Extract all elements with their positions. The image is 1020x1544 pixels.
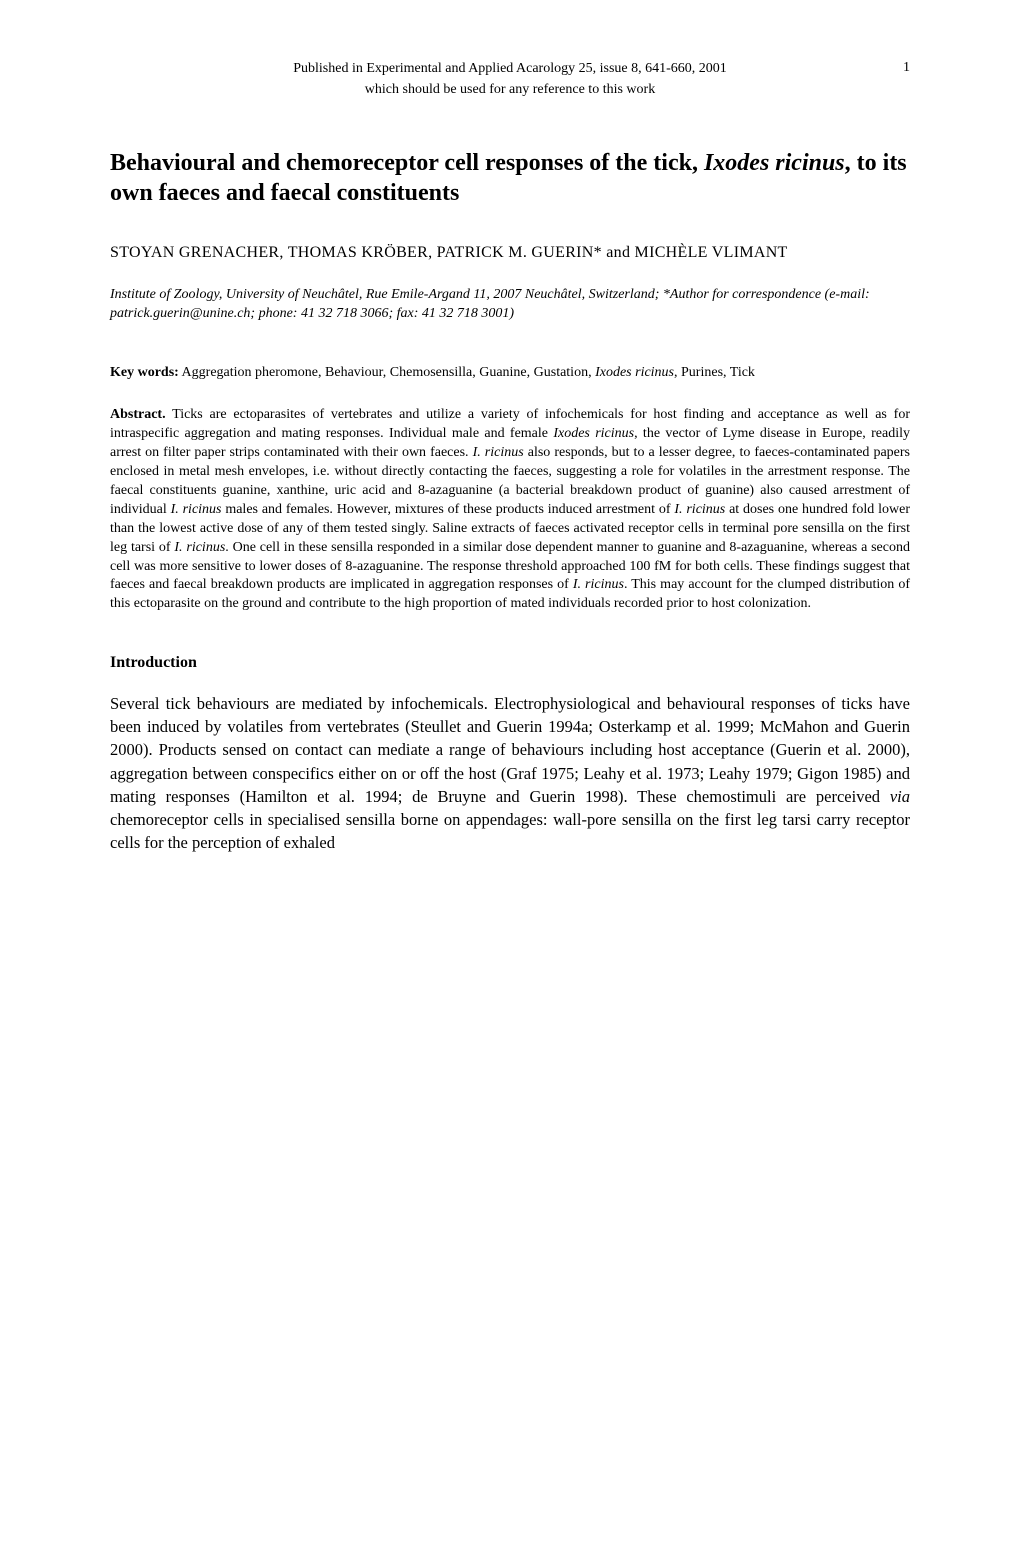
abstract-it6: I. ricinus (573, 577, 624, 592)
body-it1: via (890, 787, 910, 806)
keywords-pre: Aggregation pheromone, Behaviour, Chemos… (179, 365, 595, 380)
abstract-seg4: males and females. However, mixtures of … (222, 502, 675, 517)
keywords-block: Key words: Aggregation pheromone, Behavi… (110, 364, 910, 383)
body-paragraph-1: Several tick behaviours are mediated by … (110, 692, 910, 854)
abstract-it4: I. ricinus (674, 502, 725, 517)
keywords-label: Key words: (110, 365, 179, 380)
keywords-italic: Ixodes ricinus (595, 365, 674, 380)
body-seg1: Several tick behaviours are mediated by … (110, 694, 910, 805)
authors: STOYAN GRENACHER, THOMAS KRÖBER, PATRICK… (110, 244, 910, 262)
page-number: 1 (903, 60, 910, 76)
section-heading-introduction: Introduction (110, 654, 910, 672)
body-seg2: chemoreceptor cells in specialised sensi… (110, 810, 910, 852)
abstract-label: Abstract. (110, 407, 166, 422)
abstract-block: Abstract. Ticks are ectoparasites of ver… (110, 406, 910, 614)
abstract-it2: I. ricinus (473, 445, 524, 460)
abstract-it1: Ixodes ricinus (553, 426, 634, 441)
abstract-it3: I. ricinus (171, 502, 222, 517)
article-title: Behavioural and chemoreceptor cell respo… (110, 148, 910, 208)
header-citation-line1: Published in Experimental and Applied Ac… (110, 60, 910, 79)
title-text-pre: Behavioural and chemoreceptor cell respo… (110, 150, 704, 176)
affiliation: Institute of Zoology, University of Neuc… (110, 286, 910, 324)
header-citation-line2: which should be used for any reference t… (110, 81, 910, 100)
title-species-italic: Ixodes ricinus (704, 150, 845, 176)
page: 1 Published in Experimental and Applied … (0, 0, 1020, 1544)
abstract-it5: I. ricinus (174, 540, 225, 555)
keywords-post: , Purines, Tick (674, 365, 755, 380)
